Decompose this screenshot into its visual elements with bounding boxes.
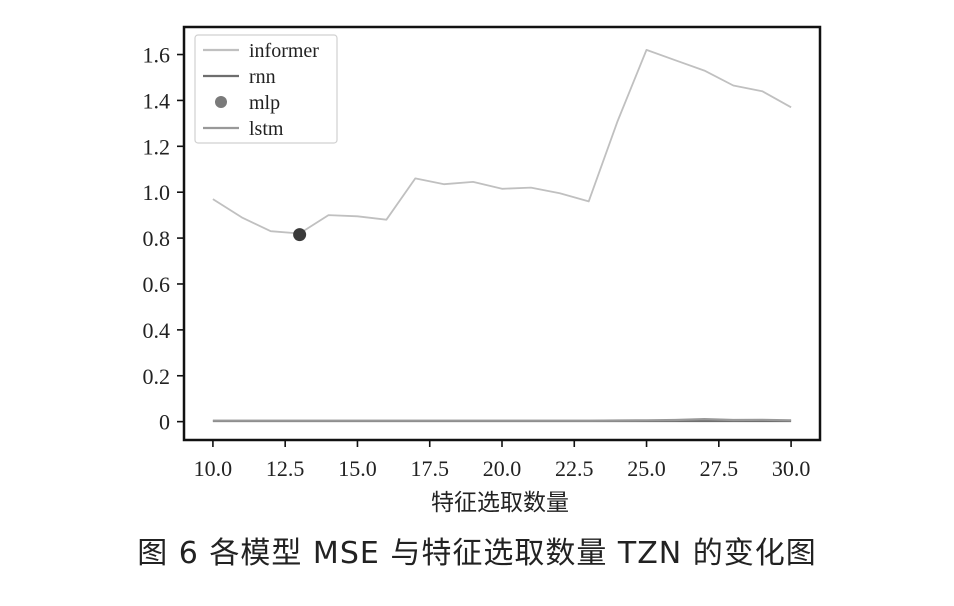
x-tick-label: 30.0 (772, 456, 811, 481)
figure-caption: 图 6 各模型 MSE 与特征选取数量 TZN 的变化图 (137, 536, 817, 571)
series-line-informer (212, 49, 792, 235)
x-tick-label: 27.5 (700, 456, 739, 481)
legend-marker-mlp (215, 96, 227, 108)
series-point-mlp (293, 228, 307, 242)
y-tick-label: 1.6 (143, 43, 171, 68)
y-tick-label: 0.8 (143, 226, 171, 251)
x-axis-label: 特征选取数量 (431, 490, 569, 516)
y-tick-label: 0.2 (143, 364, 171, 389)
series-line-lstm (212, 418, 792, 422)
legend-label-mlp: mlp (249, 92, 280, 114)
y-tick-label: 1.2 (143, 134, 171, 159)
legend-box (194, 34, 338, 144)
x-tick-label: 10.0 (194, 456, 233, 481)
x-tick-label: 12.5 (266, 456, 305, 481)
x-tick-label: 25.0 (627, 456, 666, 481)
x-tick-label: 17.5 (410, 456, 449, 481)
y-tick-label: 0.6 (143, 272, 171, 297)
y-tick-label: 0 (159, 410, 170, 435)
y-tick-label: 0.4 (143, 318, 171, 343)
mse-line-chart: 10.0 12.5 15.0 17.5 20.0 22.5 25.0 27.5 30.0 0 0.2… (143, 25, 822, 516)
x-tick-label: 15.0 (338, 456, 377, 481)
x-tick-label: 22.5 (555, 456, 594, 481)
plot-area: 10.0 12.5 15.0 17.5 20.0 22.5 25.0 27.5 30.0 0 0.2… (143, 25, 822, 481)
legend-label-rnn: rnn (249, 66, 276, 88)
y-tick-label: 1.4 (143, 88, 171, 113)
legend-label-informer: informer (249, 40, 319, 62)
y-tick-label: 1.0 (143, 180, 171, 205)
x-tick-label: 20.0 (483, 456, 522, 481)
legend-label-lstm: lstm (249, 118, 284, 140)
